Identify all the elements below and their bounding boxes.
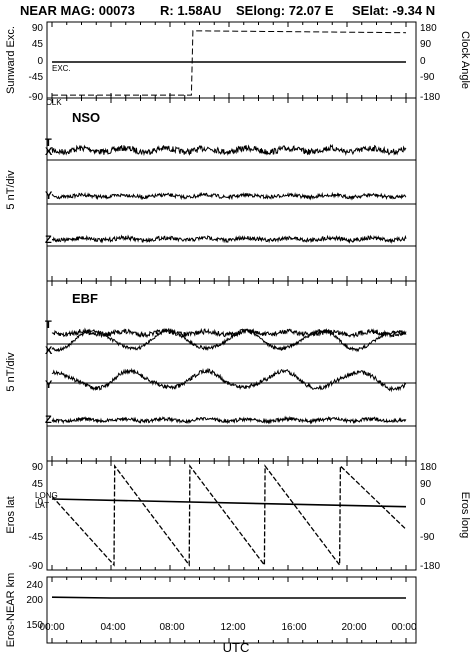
eros-long-tick-label: 90 — [420, 479, 432, 490]
series-line-range — [51, 596, 406, 599]
ebf-trace-x — [51, 327, 407, 353]
x-tick-label: 04:00 — [100, 622, 125, 633]
range-series — [51, 596, 406, 599]
ebf-component-label: Z — [45, 414, 52, 426]
sunward-tick-label: 90 — [32, 23, 44, 34]
range-ylabel: Eros-NEAR km — [5, 573, 17, 648]
clock-tick-label: 180 — [420, 23, 437, 34]
x-tick-label: 00:00 — [391, 622, 416, 633]
eros-long-tick-label: 0 — [420, 497, 426, 508]
clock-angle-ylabel: Clock Angle — [459, 31, 471, 89]
series-line-lat — [51, 498, 407, 508]
exc-curve-label: EXC. — [52, 64, 71, 73]
range-tick-label: 200 — [26, 595, 43, 606]
x-tick-label: 16:00 — [281, 622, 306, 633]
x-tick-label: 20:00 — [341, 622, 366, 633]
nso-component-label: Y — [45, 190, 53, 202]
header-selong: SElong: 72.07 E — [236, 3, 334, 18]
eros-lat-tick-label: -45 — [29, 532, 44, 543]
eros-long-tick-label: 180 — [420, 462, 437, 473]
x-axis-ticks — [51, 22, 407, 643]
eros-lat-ylabel: Eros lat — [5, 496, 17, 533]
ebf-component-label: T — [45, 319, 52, 331]
nso-ylabel: 5 nT/div — [5, 170, 17, 210]
eros-series — [51, 464, 407, 567]
clock-tick-label: 90 — [420, 39, 432, 50]
x-tick-label: 00:00 — [39, 622, 64, 633]
nso-component-label: T — [45, 137, 52, 149]
header-selat: SElat: -9.34 N — [352, 3, 435, 18]
x-tick-label: 08:00 — [159, 622, 184, 633]
sunward-ylabel: Sunward Exc. — [5, 26, 17, 94]
clock-tick-label: 0 — [420, 56, 426, 67]
clk-curve-label: CLK — [46, 98, 62, 107]
header-distance: R: 1.58AU — [160, 3, 221, 18]
nso-component-label: Z — [45, 234, 52, 246]
range-tick-label: 150 — [26, 620, 43, 631]
lat-curve-label: LAT — [35, 501, 49, 510]
x-tick-label: 12:00 — [220, 622, 245, 633]
eros-lat-tick-label: 0 — [37, 497, 43, 508]
series-line-clk — [52, 30, 407, 96]
sunward-tick-label: 0 — [37, 56, 43, 67]
eros-long-tick-label: -90 — [420, 532, 435, 543]
ebf-series — [47, 327, 416, 427]
ebf-component-label: X — [45, 345, 53, 357]
sunward-tick-label: 45 — [32, 39, 44, 50]
ebf-trace-y — [51, 367, 407, 393]
eros-lat-tick-label: 90 — [32, 462, 44, 473]
x-axis-label: UTC — [223, 640, 250, 655]
ebf-ylabel: 5 nT/div — [5, 352, 17, 392]
eros-lat-tick-label: 45 — [32, 479, 44, 490]
sunward-tick-label: -90 — [29, 92, 44, 103]
sunward-tick-label: -45 — [29, 72, 44, 83]
nso-trace-z — [51, 234, 407, 244]
ebf-component-label: Y — [45, 379, 53, 391]
nso-series — [47, 143, 416, 247]
range-panel-frame — [46, 576, 417, 644]
header-title: NEAR MAG: 00073 — [20, 3, 135, 18]
nso-panel-label: NSO — [72, 110, 100, 125]
nso-trace-y — [51, 191, 407, 201]
long-curve-label: LONG — [35, 491, 58, 500]
range-tick-label: 240 — [26, 580, 43, 591]
sunward-panel-frame — [46, 21, 417, 99]
eros-panel-frame — [46, 460, 417, 571]
eros-lat-tick-label: -90 — [29, 561, 44, 572]
series-line-long — [51, 464, 407, 567]
nso-component-label: X — [45, 146, 53, 158]
sunward-series — [52, 30, 407, 96]
eros-long-tick-label: -180 — [420, 561, 440, 572]
nso-panel-frame — [46, 97, 417, 282]
clock-tick-label: -180 — [420, 92, 440, 103]
nso-trace-t — [51, 143, 407, 157]
ebf-trace-z — [51, 415, 407, 425]
ebf-panel-label: EBF — [72, 291, 98, 306]
clock-tick-label: -90 — [420, 72, 435, 83]
eros-long-ylabel: Eros long — [459, 492, 471, 538]
ebf-trace-t — [51, 327, 407, 339]
